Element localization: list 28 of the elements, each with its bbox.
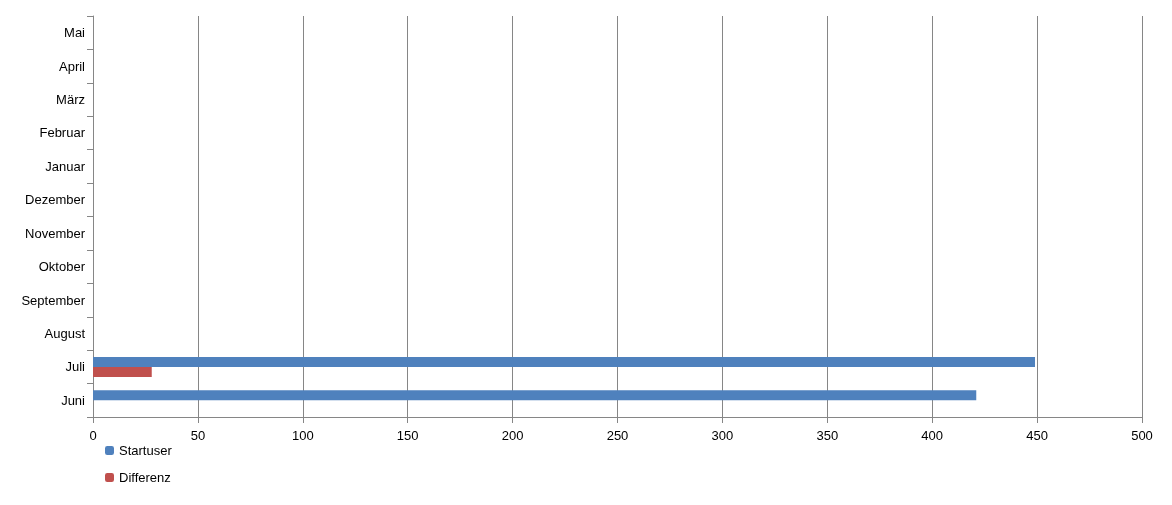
y-tick-label: August [44,325,86,341]
x-tick-label: 50 [190,428,206,443]
bar [93,390,977,401]
x-tick-label: 450 [1026,428,1048,443]
legend-label: Startuser [119,443,173,458]
y-tick-label: Januar [45,158,86,174]
y-tick-label: Mai [64,25,86,41]
x-tick-label: 400 [921,428,944,443]
x-tick-label: 150 [396,428,419,443]
y-tick-label: April [58,58,86,74]
x-tick-label: 0 [89,428,97,443]
legend-label: Differenz [119,470,171,485]
x-tick-label: 300 [711,428,734,443]
y-tick-label: November [25,225,86,241]
y-tick-label: September [21,292,86,308]
x-tick-label: 350 [816,428,839,443]
x-tick-label: 100 [291,428,314,443]
y-tick-label: Dezember [25,192,86,208]
y-tick-label: Oktober [38,259,86,275]
y-tick-label: Juli [65,359,86,375]
bar [93,366,152,377]
y-tick-label: Juni [61,392,86,408]
y-tick-label: Februar [39,125,86,141]
y-tick-label: März [56,92,85,108]
x-tick-label: 500 [1131,428,1153,443]
bar [93,356,1035,367]
x-tick-label: 250 [606,428,629,443]
x-tick-label: 200 [501,428,524,443]
